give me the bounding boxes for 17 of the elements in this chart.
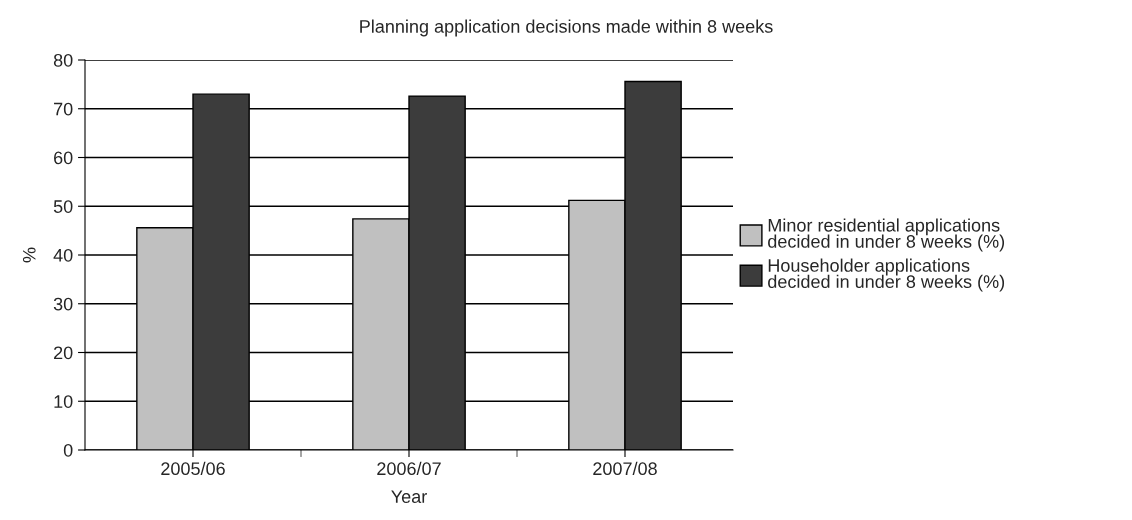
- y-tick-label: 30: [53, 297, 73, 311]
- x-tick-label: 2006/07: [377, 461, 441, 476]
- legend-label: Minor residential applications decided in under 8 weeks (%): [768, 218, 1005, 252]
- chart-title: Planning application decisions made within 8 weeks: [360, 19, 773, 37]
- y-tick-label: 50: [53, 200, 73, 213]
- y-tick-label: 70: [54, 102, 73, 116]
- y-axis-title: %: [22, 247, 36, 263]
- y-tick-label: 40: [53, 248, 73, 262]
- legend-label: Householder applications decided in under 8 weeks (%): [768, 258, 1005, 292]
- y-tick-label: 20: [54, 346, 73, 360]
- y-tick-label: 10: [54, 395, 73, 408]
- y-tick-label: 0: [63, 443, 73, 457]
- x-tick-label: 2007/08: [593, 461, 657, 476]
- y-tick-label: 80: [53, 53, 73, 67]
- y-tick-label: 60: [54, 151, 73, 165]
- x-axis-title: Year: [391, 490, 427, 504]
- x-tick-label: 2005/06: [161, 461, 225, 476]
